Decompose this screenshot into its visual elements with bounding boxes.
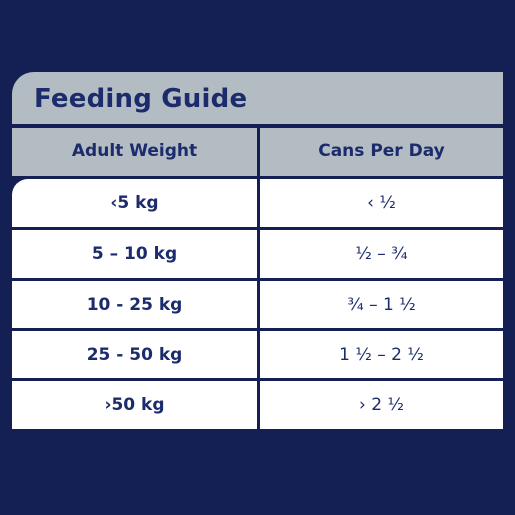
table-cell-weight: ‹5 kg — [12, 179, 257, 227]
header-cans-per-day-label: Cans Per Day — [318, 141, 445, 161]
title-bar: Feeding Guide — [12, 72, 503, 124]
cell-cans-text: ½ – ¾ — [355, 244, 408, 264]
cell-cans-text: ¾ – 1 ½ — [347, 294, 416, 315]
cell-cans-text: 1 ½ – 2 ½ — [339, 344, 424, 365]
table-cell-weight: 5 – 10 kg — [12, 230, 257, 278]
table-cell-weight: 25 - 50 kg — [12, 331, 257, 378]
table-cell-cans: ‹ ½ — [260, 179, 503, 227]
feeding-guide-table: Feeding Guide Adult Weight Cans Per Day … — [12, 72, 503, 430]
header-adult-weight: Adult Weight — [12, 128, 257, 176]
cell-weight-text: 5 – 10 kg — [91, 244, 178, 264]
cell-cans-text: ‹ ½ — [367, 193, 396, 213]
table-title: Feeding Guide — [34, 84, 248, 114]
cell-weight-text: ›50 kg — [104, 395, 165, 415]
header-adult-weight-label: Adult Weight — [71, 141, 198, 161]
cell-weight-text: ‹5 kg — [110, 193, 159, 213]
table-cell-weight: ›50 kg — [12, 381, 257, 429]
cell-weight-text: 10 - 25 kg — [86, 294, 183, 315]
header-cans-per-day: Cans Per Day — [260, 128, 503, 176]
table-cell-cans: › 2 ½ — [260, 381, 503, 429]
table-cell-cans: ¾ – 1 ½ — [260, 281, 503, 328]
table-cell-weight: 10 - 25 kg — [12, 281, 257, 328]
table-cell-cans: ½ – ¾ — [260, 230, 503, 278]
cell-weight-text: 25 - 50 kg — [86, 344, 183, 365]
table-cell-cans: 1 ½ – 2 ½ — [260, 331, 503, 378]
cell-cans-text: › 2 ½ — [359, 395, 404, 415]
